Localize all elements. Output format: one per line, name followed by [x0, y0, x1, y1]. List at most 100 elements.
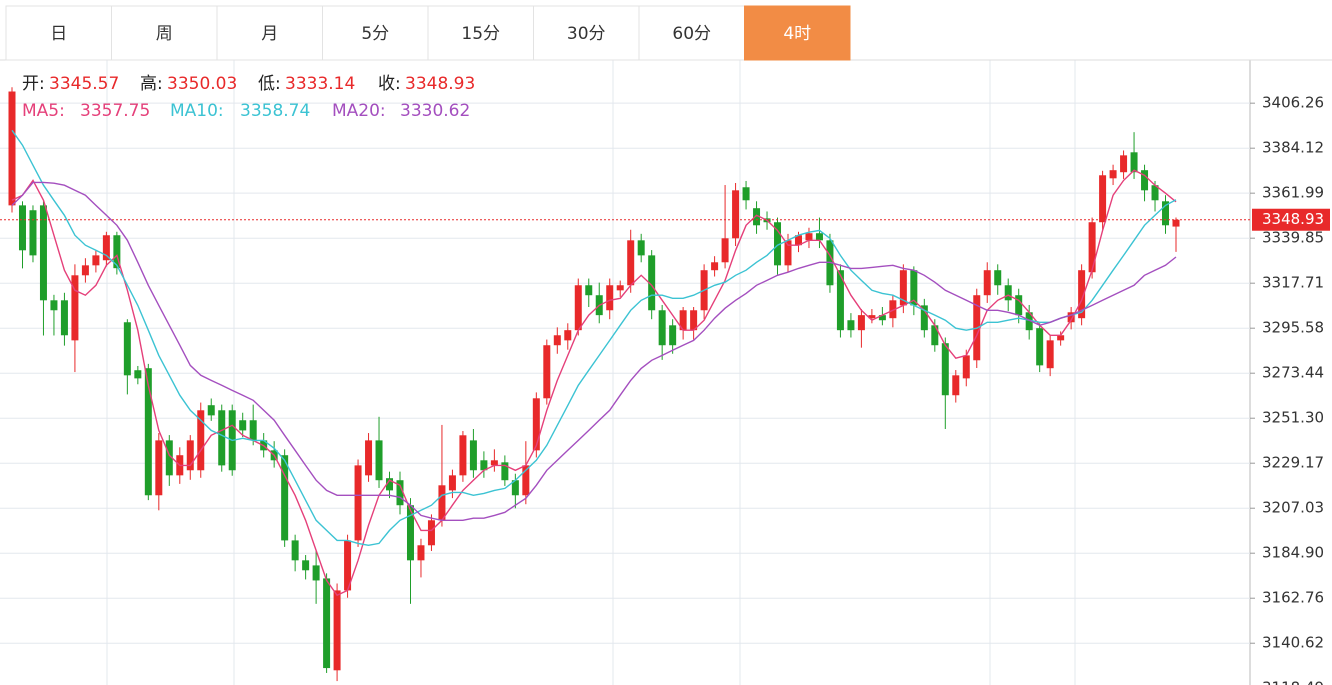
candle-body [8, 91, 16, 206]
tab[interactable] [322, 5, 429, 61]
candle-body [889, 300, 897, 319]
candle-body [365, 440, 373, 476]
legend-value: 3358.74 [240, 101, 310, 121]
candle-body [1067, 312, 1075, 323]
tab-label[interactable]: 30分 [567, 24, 606, 44]
candle-body [39, 205, 47, 301]
y-tick-label: 3207.03 [1262, 499, 1324, 517]
y-tick-label: 3339.85 [1262, 229, 1324, 247]
candle-body [50, 300, 58, 311]
y-tick-label: 3162.76 [1262, 589, 1324, 607]
candle-body [962, 355, 970, 379]
candle-body [427, 520, 435, 546]
y-tick-label: 3295.58 [1262, 319, 1324, 337]
tab[interactable] [111, 5, 218, 61]
candle-body [564, 330, 572, 341]
candle-body [1004, 285, 1012, 301]
tab-label[interactable]: 日 [50, 24, 67, 44]
tab[interactable] [533, 5, 640, 61]
candle-body [1099, 175, 1107, 223]
candle-body [490, 460, 498, 466]
candle-body [1078, 270, 1086, 319]
candle-body [92, 255, 100, 266]
v-grid [106, 60, 1076, 685]
candle-body [690, 310, 698, 331]
candle-body [648, 255, 656, 311]
candle-body [1109, 170, 1117, 179]
candle-body [637, 240, 645, 256]
candle-body [1046, 340, 1054, 369]
candle-body [805, 233, 813, 241]
candle-body [815, 233, 823, 241]
y-tick-label: 3384.12 [1262, 139, 1324, 157]
candle-body [218, 410, 226, 466]
tab-label[interactable]: 周 [156, 24, 173, 44]
tab-label[interactable]: 60分 [672, 24, 711, 44]
candle-body [134, 370, 142, 379]
tab-label[interactable]: 5分 [361, 24, 389, 44]
candle-body [941, 343, 949, 396]
tab-label[interactable]: 4时 [783, 24, 811, 44]
candle-body [1141, 170, 1149, 191]
y-tick-label: 3317.71 [1262, 274, 1324, 292]
candle-body [553, 335, 561, 346]
y-tick-label: 3273.44 [1262, 364, 1324, 382]
legend-label: MA5: [22, 101, 65, 121]
candle-body [616, 285, 624, 291]
candle-body [459, 435, 467, 476]
candle-body [480, 460, 488, 471]
candle-body [994, 270, 1002, 286]
ohlc-value: 3348.93 [405, 74, 475, 94]
ma-line [11, 181, 1177, 521]
candle-body [165, 440, 173, 476]
candle-body [679, 310, 687, 331]
candle-body [627, 240, 635, 286]
candle-body [186, 440, 194, 471]
candle-body [81, 265, 89, 276]
legend-label: MA20: [332, 101, 386, 121]
candle-body [375, 440, 383, 481]
tab-label[interactable]: 15分 [461, 24, 500, 44]
tab-label[interactable]: 月 [261, 24, 278, 44]
candle-body [302, 560, 310, 571]
candle-body [931, 325, 939, 346]
candle-body [732, 190, 740, 239]
tab[interactable] [427, 5, 534, 61]
candle-body [333, 590, 341, 671]
candle-body [658, 310, 666, 346]
candle-body [868, 315, 876, 319]
candle-body [281, 455, 289, 541]
candle-body [323, 578, 331, 669]
candle-body [501, 462, 509, 481]
ohlc-value: 3350.03 [167, 74, 237, 94]
candle-body [983, 270, 991, 296]
candle-body [543, 345, 551, 399]
candle-body [291, 540, 299, 561]
candle-body [239, 420, 247, 431]
candle-body [878, 315, 886, 321]
candle-body [857, 315, 865, 331]
candle-body [669, 325, 677, 346]
candle-body [585, 285, 593, 296]
candle-body [774, 222, 782, 266]
tab[interactable] [216, 5, 323, 61]
candle-body [144, 368, 152, 496]
ma-line [11, 129, 1177, 547]
candle-body [847, 320, 855, 331]
candle-body [753, 208, 761, 226]
y-tick-label: 3406.26 [1262, 94, 1324, 112]
candle-body [60, 300, 68, 336]
tab[interactable] [744, 5, 851, 61]
candle-body [1120, 155, 1128, 173]
candle-body [1172, 219, 1180, 227]
y-tick-label: 3229.17 [1262, 454, 1324, 472]
candle-body [952, 375, 960, 396]
candle-body [532, 398, 540, 451]
candle-body [448, 475, 456, 491]
ohlc-label: 收: [378, 74, 401, 94]
ohlc-value: 3333.14 [285, 74, 355, 94]
candle-body [742, 187, 750, 201]
candle-body [511, 480, 519, 496]
tab[interactable] [5, 5, 112, 61]
